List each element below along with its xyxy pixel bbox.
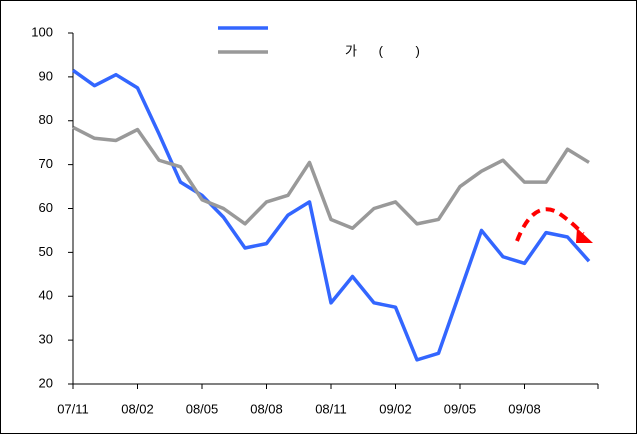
x-tick-label: 08/05 <box>186 401 219 416</box>
y-tick-label: 50 <box>39 244 53 259</box>
x-tick-label: 07/11 <box>57 401 89 416</box>
x-tick-label: 09/02 <box>379 401 412 416</box>
annotation-arrow <box>515 207 593 243</box>
x-tick-label: 08/11 <box>315 401 347 416</box>
line-series <box>71 68 591 362</box>
x-tick-label: 09/05 <box>444 401 477 416</box>
y-tick-label: 90 <box>39 68 53 83</box>
x-tick-label: 09/08 <box>508 401 541 416</box>
y-tick-label: 20 <box>39 375 53 390</box>
line-series <box>72 125 590 230</box>
y-tick-label: 60 <box>39 200 53 215</box>
y-tick-label: 80 <box>39 112 53 127</box>
y-tick-label: 100 <box>31 24 53 39</box>
x-tick-label: 08/02 <box>121 401 154 416</box>
y-tick-label: 40 <box>39 288 53 303</box>
y-tick-label: 30 <box>39 332 53 347</box>
legend-label: 가 ( ) <box>345 43 420 58</box>
y-tick-label: 70 <box>39 156 53 171</box>
x-tick-label: 08/08 <box>250 401 283 416</box>
